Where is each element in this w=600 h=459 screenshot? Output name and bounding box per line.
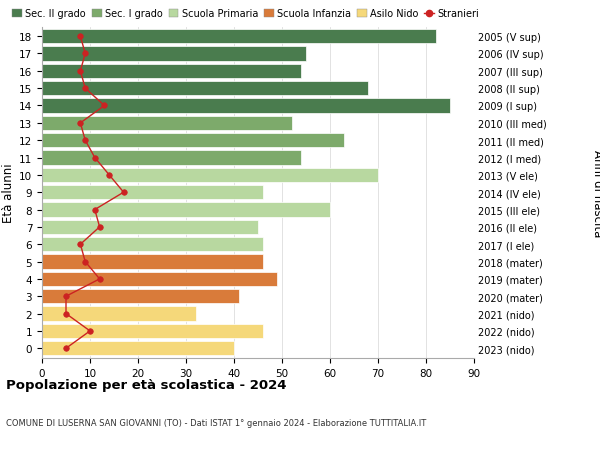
Bar [42, 47, 306, 62]
Bar [42, 134, 344, 148]
Text: COMUNE DI LUSERNA SAN GIOVANNI (TO) - Dati ISTAT 1° gennaio 2024 - Elaborazione : COMUNE DI LUSERNA SAN GIOVANNI (TO) - Da… [6, 418, 426, 427]
Bar [42, 99, 450, 113]
Bar [42, 307, 196, 321]
Bar [42, 341, 234, 356]
Bar [42, 168, 378, 183]
Bar [42, 238, 263, 252]
Bar [42, 220, 258, 235]
Legend: Sec. II grado, Sec. I grado, Scuola Primaria, Scuola Infanzia, Asilo Nido, Stran: Sec. II grado, Sec. I grado, Scuola Prim… [13, 9, 479, 19]
Bar [42, 272, 277, 286]
Bar [42, 324, 263, 338]
Bar [42, 30, 436, 44]
Bar [42, 151, 301, 165]
Bar [42, 65, 301, 79]
Bar [42, 117, 292, 131]
Bar [42, 82, 368, 96]
Bar [42, 186, 263, 200]
Text: Popolazione per età scolastica - 2024: Popolazione per età scolastica - 2024 [6, 379, 287, 392]
Bar [42, 255, 263, 269]
Y-axis label: Età alunni: Età alunni [2, 163, 15, 223]
Text: Anni di nascita: Anni di nascita [590, 149, 600, 236]
Bar [42, 203, 330, 217]
Bar [42, 290, 239, 304]
